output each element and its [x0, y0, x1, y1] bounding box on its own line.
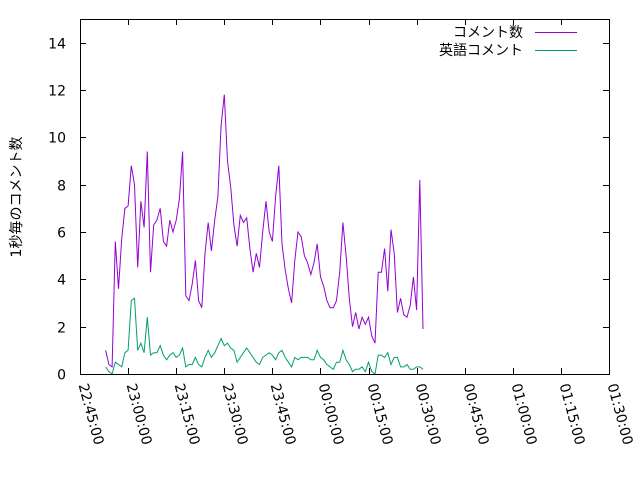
x-tick-label: 01:00:00: [508, 382, 540, 447]
y-tick-label: 2: [57, 321, 66, 337]
y-tick-label: 10: [48, 131, 66, 147]
y-axis-label: 1秒毎のコメント数: [9, 137, 25, 258]
x-tick-label: 00:45:00: [460, 382, 492, 447]
series-line-1: [105, 94, 424, 368]
legend-label: コメント数: [453, 25, 523, 41]
x-tick-label: 00:15:00: [364, 382, 396, 447]
x-tick-label: 23:00:00: [123, 382, 155, 447]
series-line-2: [105, 297, 424, 375]
x-tick-label: 23:45:00: [267, 382, 299, 447]
x-tick-label: 01:30:00: [604, 382, 636, 447]
y-tick-label: 4: [57, 273, 66, 289]
y-tick-label: 0: [57, 368, 66, 384]
y-tick-label: 14: [48, 37, 66, 53]
x-tick-label: 23:15:00: [171, 382, 203, 447]
x-tick-label: 00:30:00: [412, 382, 444, 447]
y-tick-label: 8: [57, 179, 66, 195]
x-tick-label: 22:45:00: [75, 382, 107, 447]
x-tick-label: 00:00:00: [315, 382, 347, 447]
x-tick-label: 01:15:00: [556, 382, 588, 447]
legend-label: 英語コメント: [439, 42, 523, 59]
plot-frame: [80, 19, 610, 375]
y-tick-label: 6: [57, 226, 66, 242]
y-tick-label: 12: [48, 84, 66, 100]
series-lines: [105, 94, 424, 375]
x-tick-label: 23:30:00: [219, 382, 251, 447]
